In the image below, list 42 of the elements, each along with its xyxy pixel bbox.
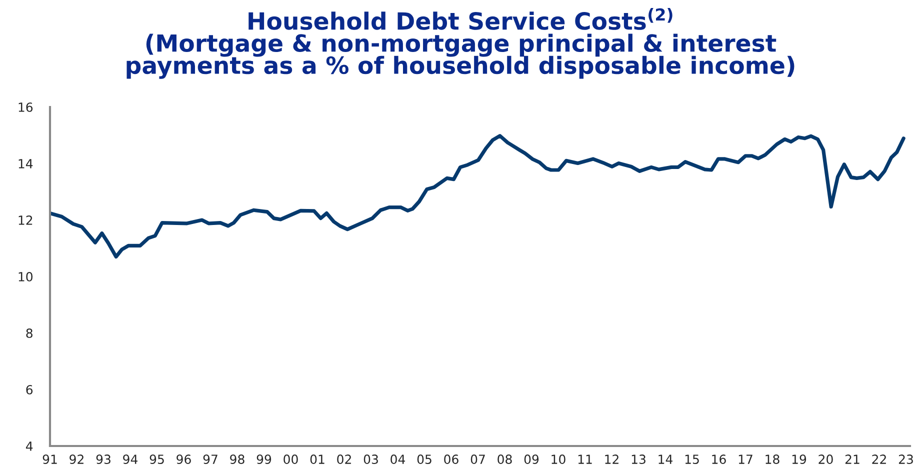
x-tick-label: 21 <box>845 454 860 464</box>
x-tick-label: 97 <box>203 454 218 464</box>
x-tick-label: 06 <box>444 454 458 464</box>
x-tick-label: 00 <box>284 454 298 464</box>
x-tick-label: 18 <box>766 454 780 464</box>
x-tick-label: 95 <box>150 454 164 464</box>
x-tick-label: 09 <box>524 454 539 464</box>
y-tick-label: 14 <box>18 159 33 168</box>
x-tick-label: 14 <box>658 454 672 464</box>
x-tick-label: 92 <box>70 454 84 464</box>
y-tick-label: 4 <box>26 442 33 451</box>
x-tick-label: 93 <box>96 454 110 464</box>
x-tick-label: 99 <box>256 454 272 464</box>
x-tick-label: 23 <box>898 454 913 464</box>
x-tick-label: 04 <box>390 454 405 464</box>
x-tick-label: 17 <box>738 454 752 464</box>
x-tick-label: 02 <box>337 454 351 464</box>
y-tick-label: 16 <box>18 102 33 112</box>
x-tick-label: 10 <box>552 454 566 464</box>
x-tick-label: 94 <box>123 454 138 464</box>
y-tick-label: 10 <box>18 272 33 282</box>
line-series <box>50 134 906 259</box>
x-tick-label: 98 <box>230 454 244 464</box>
x-tick-label: 16 <box>712 454 726 464</box>
chart-title: Household Debt Service Costs$^{(2)}$ (Mortgage & non-mortgage principal & interest payments as a % of household disposable income) <box>126 8 794 79</box>
x-tick-label: 96 <box>176 454 191 464</box>
x-tick-label: 08 <box>498 454 512 464</box>
x-tick-label: 03 <box>364 454 378 464</box>
x-tick-label: 22 <box>872 454 886 464</box>
x-tick-label: 91 <box>42 454 57 464</box>
x-tick-label: 15 <box>685 454 699 464</box>
x-tick-label: 05 <box>417 454 432 464</box>
x-tick-label: 01 <box>310 454 324 464</box>
x-tick-label: 07 <box>470 454 485 464</box>
y-tick-label: 8 <box>26 328 32 338</box>
y-tick-label: 12 <box>18 215 32 225</box>
x-tick-label: 11 <box>578 454 592 464</box>
x-tick-label: 13 <box>632 454 646 464</box>
x-tick-label: 20 <box>818 454 833 464</box>
x-tick-label: 19 <box>792 454 806 464</box>
x-tick-label: 12 <box>605 454 618 464</box>
y-tick-label: 6 <box>26 384 33 394</box>
